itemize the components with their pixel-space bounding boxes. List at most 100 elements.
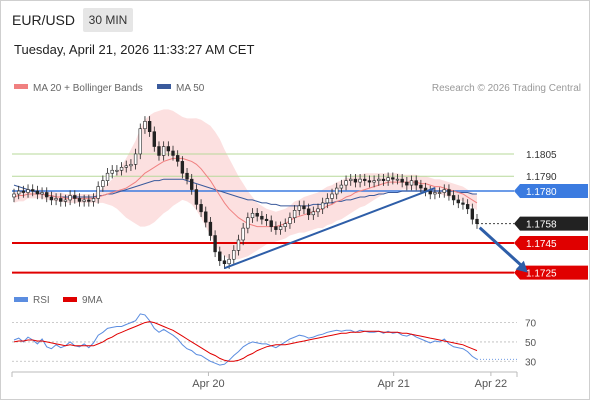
rsi-ma-legend-label: 9MA [82, 295, 103, 306]
candle-body [101, 180, 105, 187]
trendline [224, 187, 436, 270]
candle-body [456, 199, 460, 204]
candle-body [246, 217, 250, 229]
candle-body [124, 165, 128, 168]
candle-body [49, 196, 54, 201]
level-label-bg [514, 265, 588, 280]
candle-body [264, 218, 269, 221]
candle-body [73, 195, 77, 199]
candle-body [180, 161, 185, 174]
candle-body [451, 195, 456, 201]
candle-body [419, 184, 423, 189]
candle-body [442, 189, 446, 193]
candle-body [208, 221, 213, 236]
level-label-bg [514, 216, 588, 231]
candle-body [16, 190, 21, 195]
projection-arrow-head [515, 260, 528, 273]
rsi-plot: 70 50 30 [12, 313, 537, 368]
candle-body [213, 235, 217, 253]
candle-body [320, 202, 325, 210]
candle-body [190, 178, 194, 190]
candle-body [330, 193, 334, 199]
bollinger-band [14, 109, 477, 260]
x-tick-label: Apr 20 [192, 378, 224, 390]
candle-body [96, 186, 100, 199]
candle-body [204, 211, 208, 223]
level-label-bg [514, 184, 588, 199]
price-plot: 1.1805 1.1790 1.1780 1.1758 1.1745 1.1725 [12, 109, 588, 280]
candle-body [292, 210, 297, 219]
candle-body [405, 181, 409, 186]
candle-body [311, 211, 316, 216]
candle-body [35, 190, 40, 195]
candle-body [363, 178, 367, 181]
candle-body [31, 189, 35, 192]
candle-body [143, 121, 147, 130]
candle-body [269, 220, 273, 227]
candle-body [433, 192, 437, 195]
x-tick-label: Apr 22 [475, 378, 507, 390]
candle-body [119, 167, 124, 171]
rsi-legend-swatch [14, 297, 28, 302]
candle-body [367, 180, 372, 183]
candle-body [475, 218, 479, 224]
rsi-legend-label: RSI [33, 295, 50, 306]
rsi-ma-line [13, 321, 478, 362]
candle-body [260, 215, 264, 220]
candle-body [21, 190, 26, 193]
candle-body [227, 258, 231, 265]
candle-body [349, 178, 353, 181]
candle-body [316, 208, 320, 213]
candle-body [40, 192, 44, 195]
rsi-tick-label: 70 [525, 319, 537, 330]
candle-body [381, 178, 386, 181]
candle-body [400, 178, 404, 183]
candle-body [344, 180, 348, 186]
candle-body [45, 192, 49, 198]
level-label-bg [514, 235, 588, 250]
x-tick-label: Apr 21 [377, 378, 409, 390]
candle-body [63, 199, 68, 202]
candle-body [353, 178, 358, 183]
ma20-legend-label: MA 20 + Bollinger Bands [33, 83, 143, 94]
projection-arrow-shaft [478, 226, 525, 269]
candle-body [428, 190, 432, 195]
ma50-line [13, 178, 477, 207]
candle-body [133, 153, 138, 165]
candle-body [250, 212, 255, 219]
timeframe-button[interactable]: 30 MIN [83, 8, 133, 32]
candle-body [157, 146, 161, 156]
candle-body [335, 187, 339, 195]
candle-body [306, 208, 311, 216]
candle-body [161, 146, 166, 156]
candle-body [91, 198, 96, 202]
candle-body [185, 172, 189, 180]
candle-body [129, 164, 133, 167]
candle-body [325, 198, 330, 204]
candle-body [437, 192, 442, 194]
candle-body [236, 239, 241, 251]
candle-body [82, 199, 86, 202]
candle-body [297, 205, 301, 211]
candle-body [12, 193, 16, 198]
candle-body [414, 180, 418, 186]
candle-body [77, 198, 82, 202]
candle-body [115, 169, 119, 172]
candle-body [105, 172, 110, 181]
candle-body [302, 205, 306, 210]
candle-body [199, 204, 203, 213]
ma20-line [13, 157, 478, 228]
candle-body [222, 260, 227, 265]
candle-body [26, 189, 30, 193]
candle-body [391, 177, 395, 180]
candle-body [255, 212, 259, 217]
candle-body [409, 180, 414, 186]
candle-body [274, 226, 278, 230]
level-label-target: 1.1805 [526, 150, 557, 161]
candle-body [147, 121, 152, 132]
candle-body [470, 208, 475, 220]
candle-body [241, 227, 245, 241]
candle-body [358, 178, 362, 183]
candle-body [447, 189, 451, 196]
